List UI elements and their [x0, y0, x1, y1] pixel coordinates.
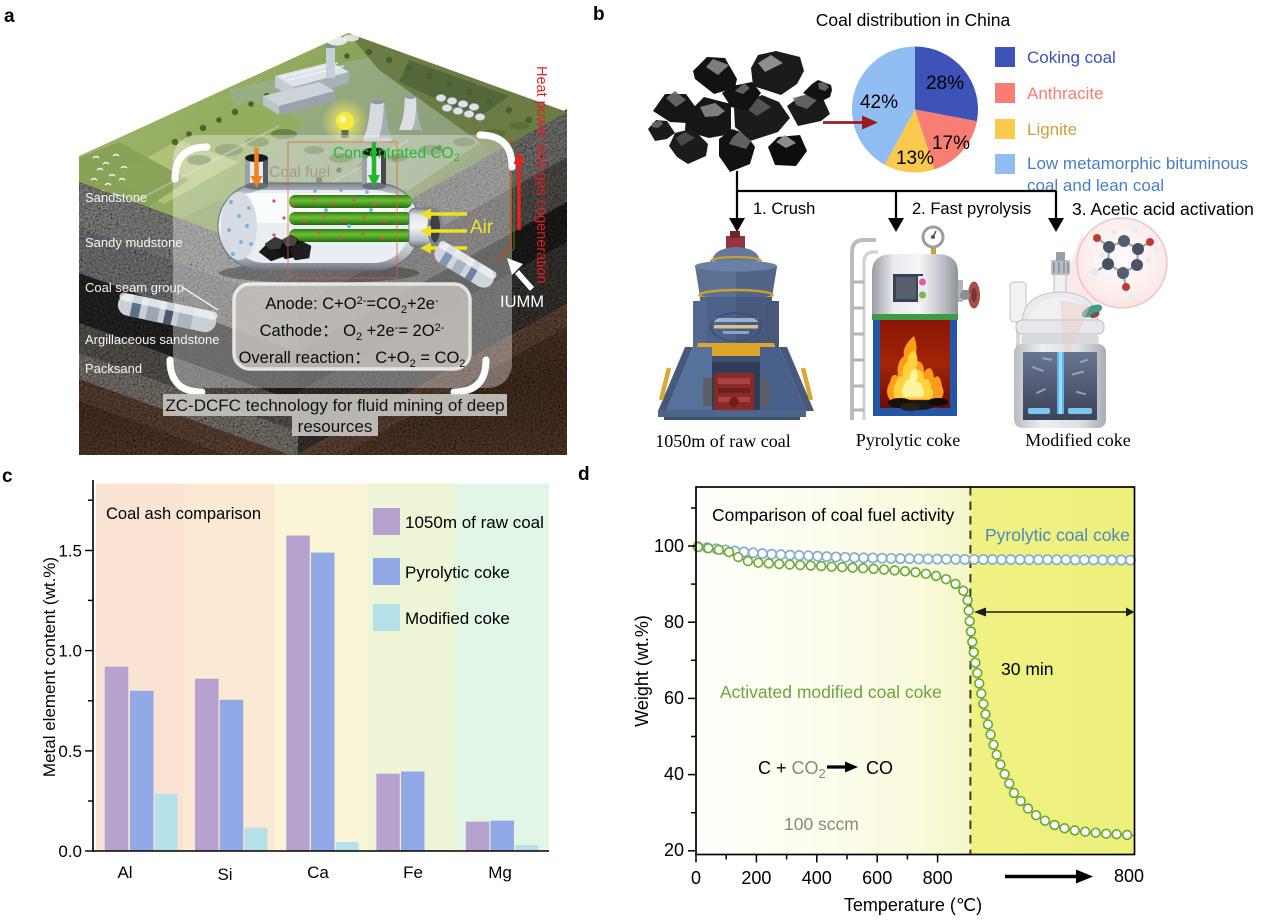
svg-text:Mg: Mg — [488, 863, 512, 882]
svg-text:1050m of raw coal: 1050m of raw coal — [655, 431, 790, 451]
svg-text:0.5: 0.5 — [58, 742, 82, 761]
svg-text:Metal element content (wt.%): Metal element content (wt.%) — [40, 557, 59, 777]
svg-text:Modified coke: Modified coke — [1025, 430, 1130, 450]
svg-text:200: 200 — [741, 868, 771, 888]
svg-text:Packsand: Packsand — [85, 361, 142, 376]
svg-text:Anode: C+O2-=CO2+2e-: Anode: C+O2-=CO2+2e- — [265, 295, 439, 316]
svg-text:Coal distribution in China: Coal distribution in China — [816, 10, 1011, 30]
svg-text:Coal seam group: Coal seam group — [85, 280, 184, 295]
svg-text:1050m of raw coal: 1050m of raw coal — [405, 513, 544, 532]
svg-text:CO: CO — [866, 758, 893, 778]
svg-text:Weight (wt.%): Weight (wt.%) — [632, 615, 652, 727]
svg-text:Coal fuel: Coal fuel — [269, 164, 330, 181]
svg-text:Modified coke: Modified coke — [405, 609, 510, 628]
svg-text:Air: Air — [470, 217, 494, 238]
svg-text:Fe: Fe — [403, 863, 423, 882]
svg-text:400: 400 — [802, 868, 832, 888]
svg-text:1. Crush: 1. Crush — [753, 200, 815, 218]
svg-text:resources: resources — [298, 417, 373, 436]
svg-text:28%: 28% — [926, 73, 964, 94]
svg-text:600: 600 — [862, 868, 892, 888]
svg-text:Activated modified coal coke: Activated modified coal coke — [720, 682, 942, 702]
svg-text:Overall reaction： C+O2 = CO2: Overall reaction： C+O2 = CO2 — [239, 349, 466, 370]
svg-text:13%: 13% — [896, 148, 934, 169]
svg-text:Coking coal: Coking coal — [1027, 48, 1116, 67]
svg-text:3. Acetic acid activation: 3. Acetic acid activation — [1072, 199, 1254, 219]
svg-text:1.0: 1.0 — [58, 642, 82, 661]
svg-text:IUMM: IUMM — [500, 293, 544, 311]
svg-text:2. Fast pyrolysis: 2. Fast pyrolysis — [912, 200, 1031, 218]
svg-text:Ca: Ca — [307, 863, 329, 882]
svg-text:Argillaceous sandstone: Argillaceous sandstone — [85, 332, 219, 347]
svg-text:17%: 17% — [932, 133, 970, 154]
svg-text:Sandy mudstone: Sandy mudstone — [85, 235, 183, 250]
svg-text:Sandstone: Sandstone — [85, 190, 147, 205]
svg-text:Concentrated CO2: Concentrated CO2 — [333, 145, 460, 164]
svg-text:Temperature (℃): Temperature (℃) — [844, 895, 982, 915]
svg-text:Comparison of coal fuel activi: Comparison of coal fuel activity — [712, 505, 954, 525]
svg-text:30 min: 30 min — [1001, 659, 1054, 679]
svg-text:0: 0 — [691, 868, 701, 888]
svg-text:100: 100 — [654, 536, 684, 556]
svg-text:C + CO2: C + CO2 — [758, 758, 826, 781]
svg-text:80: 80 — [664, 612, 684, 632]
svg-text:800: 800 — [923, 868, 953, 888]
svg-text:Pyrolytic coal coke: Pyrolytic coal coke — [985, 525, 1130, 545]
svg-text:Anthracite: Anthracite — [1027, 84, 1104, 103]
svg-text:100 sccm: 100 sccm — [784, 814, 859, 834]
svg-text:Coal ash comparison: Coal ash comparison — [106, 505, 261, 523]
svg-text:42%: 42% — [860, 92, 898, 113]
svg-text:Pyrolytic coke: Pyrolytic coke — [405, 563, 510, 582]
svg-text:Lignite: Lignite — [1027, 120, 1077, 139]
svg-text:1.5: 1.5 — [58, 542, 82, 561]
svg-text:40: 40 — [664, 764, 684, 784]
svg-text:Cathode： O2 +2e-= 2O2-: Cathode： O2 +2e-= 2O2- — [260, 322, 445, 343]
svg-text:20: 20 — [664, 840, 684, 860]
svg-text:Al: Al — [117, 863, 132, 882]
svg-text:ZC-DCFC technology for fluid m: ZC-DCFC technology for fluid mining of d… — [165, 396, 504, 415]
svg-text:0.0: 0.0 — [58, 842, 82, 861]
svg-text:coal and lean coal: coal and lean coal — [1027, 176, 1164, 195]
svg-text:Low metamorphic bituminous: Low metamorphic bituminous — [1027, 154, 1248, 173]
svg-text:800: 800 — [1114, 866, 1144, 886]
svg-text:60: 60 — [664, 688, 684, 708]
svg-text:Pyrolytic coke: Pyrolytic coke — [856, 430, 960, 450]
svg-text:Si: Si — [217, 865, 232, 884]
svg-text:Heat power and gas cogeneratio: Heat power and gas cogeneration — [533, 66, 549, 284]
